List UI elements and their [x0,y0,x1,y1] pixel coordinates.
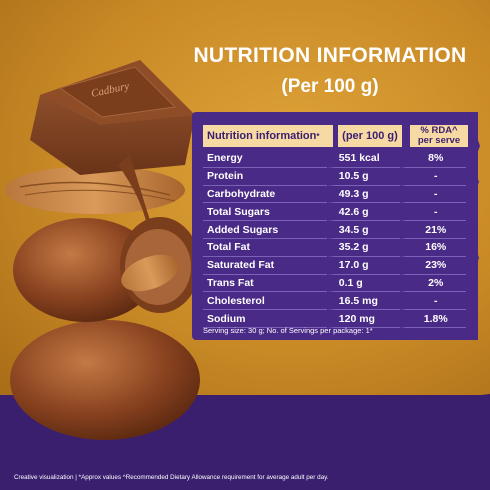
nutrient-name: Trans Fat [203,275,327,293]
nutrient-rda: 21% [399,221,466,239]
nutrient-rda: - [399,168,466,186]
table-row: Total Fat 35.2 g 16% [203,239,466,257]
nutrient-name: Sodium [203,310,327,328]
nutrient-value: 42.6 g [326,203,400,222]
nutrient-rda: - [399,292,466,311]
table-row: Sodium 120 mg 1.8% [203,310,466,328]
nutrition-panel [192,112,478,340]
chocolate-almond-stack-image: Cadbury [5,60,200,440]
nutrient-rda: 1.8% [399,310,466,328]
nutrient-name: Carbohydrate [203,186,327,204]
nutrient-name: Saturated Fat [203,257,327,275]
nutrient-value: 0.1 g [326,275,400,293]
nutrient-value: 49.3 g [326,186,400,204]
nutrient-value: 120 mg [326,310,400,328]
page-title: NUTRITION INFORMATION [193,44,467,67]
nutrient-rda: 16% [399,239,466,257]
nutrient-value: 16.5 mg [326,292,400,311]
torn-edge-decoration [470,112,480,340]
nutrient-name: Protein [203,168,327,186]
table-row: Protein 10.5 g- [203,168,466,186]
nutrient-rda: 2% [399,275,466,293]
column-header-nutrient: Nutrition information * [203,125,333,147]
nutrition-table: Energy 551 kcal 8% Protein 10.5 g - Carbohydra… [203,150,466,328]
nutrient-value: 34.5 g [326,221,400,239]
nutrient-value: 17.0 g [326,257,400,275]
serving-note: Serving size: 30 g; No. of Servings per … [203,326,373,335]
nutrient-rda: - [399,186,466,204]
nutrient-rda: 8% [399,150,466,168]
nutrient-value: 10.5 g [326,168,400,186]
nutrient-value: 35.2 g [326,239,400,257]
rda-header-line2: per serve [417,135,461,146]
nutrient-rda: 23% [399,257,466,275]
rda-header-line1: % RDA^ [420,125,458,136]
nutrient-name: Energy [203,150,327,168]
table-row: Trans Fat 0.1 g 2% [203,275,466,293]
nutrient-rda: - [399,203,466,222]
table-row: Energy 551 kcal 8% [203,150,466,168]
nutrient-name: Total Sugars [203,203,327,222]
page-subtitle: (Per 100 g) [281,76,379,97]
table-row: Total Sugars 42.6 g- [203,203,466,222]
nutrient-name: Cholesterol [203,292,327,311]
column-header-rda: % RDA^ per serve [410,125,468,147]
table-row: Saturated Fat 17.0 g 23% [203,257,466,275]
column-header-nutrient-mark: * [316,131,320,141]
footer-disclaimer: Creative visualization | *Approx values … [14,474,329,481]
table-row: Carbohydrate 49.3 g- [203,186,466,204]
nutrient-name: Total Fat [203,239,327,257]
nutrient-name: Added Sugars [203,221,327,239]
table-row: Added Sugars 34.5 g 21% [203,221,466,239]
column-header-per100: (per 100 g) [338,125,402,147]
nutrient-value: 551 kcal [326,150,400,168]
column-header-nutrient-label: Nutrition information [207,130,317,142]
table-row: Cholesterol 16.5 mg - [203,292,466,311]
